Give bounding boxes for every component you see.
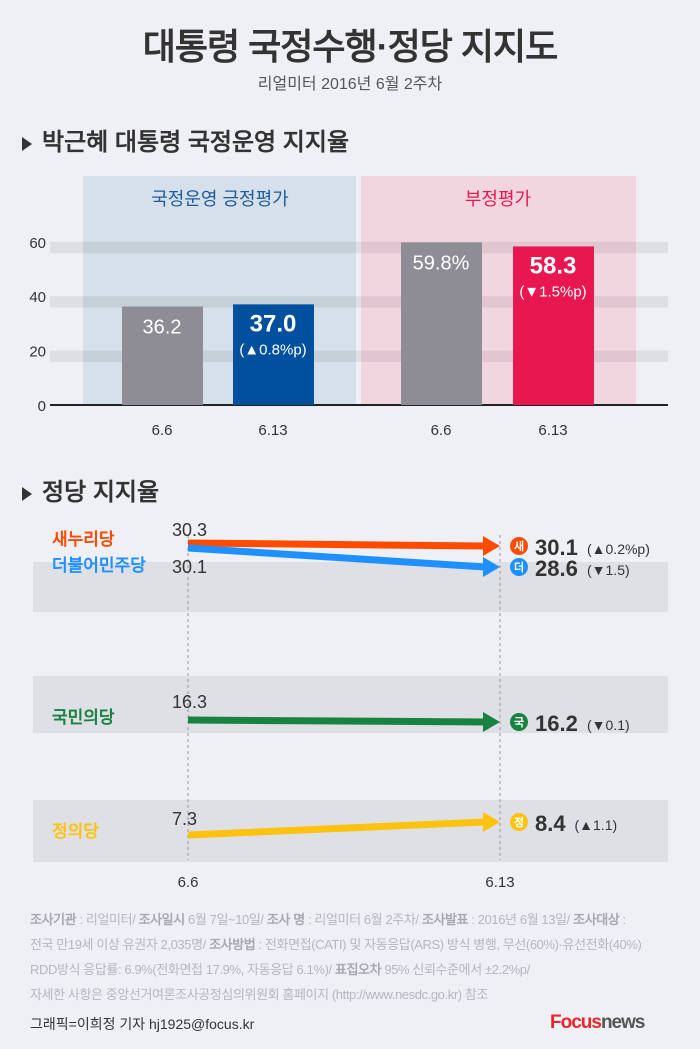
- change-label: (▲0.2%p): [587, 541, 650, 557]
- bar: [401, 242, 482, 405]
- section-title-text: 박근혜 대통령 국정운영 지지율: [42, 129, 350, 156]
- start-value: 7.3: [172, 809, 197, 829]
- party-badge: [510, 713, 528, 731]
- trend-line: [187, 544, 486, 571]
- trend-line: [187, 539, 486, 550]
- note-line: 자세한 사항은 중앙선거여론조사공정심의위원회 홈페이지 (http://www…: [30, 982, 641, 1007]
- end-value: 30.1: [535, 535, 578, 560]
- change-label: (▲1.1): [575, 817, 618, 833]
- bar-change-label: (▼1.5%p): [519, 283, 586, 300]
- grid-band: [50, 241, 668, 254]
- note-line: 전국 만19세 이상 유권자 2,035명/ 조사방법 : 전화면접(CATI)…: [30, 932, 642, 957]
- arrow-head-icon: [483, 536, 500, 556]
- row-band: [33, 562, 668, 612]
- focusnews-logo: Focusnews: [550, 1012, 645, 1033]
- graphic-credit: 그래픽=이희정 기자 hj1925@focus.kr: [30, 1016, 255, 1032]
- group-label: 국정운영 긍정평가: [151, 189, 288, 209]
- note-text: 95% 신뢰수준에서 ±2.2%p/: [381, 962, 530, 977]
- note-line: 조사기관 : 리얼미터/ 조사일시 6월 7일~10일/ 조사 명 : 리얼미터…: [30, 907, 641, 932]
- group-label: 부정평가: [465, 189, 531, 209]
- arrow-head-icon: [483, 712, 500, 732]
- triangle-bullet-icon: [22, 136, 32, 151]
- party-badge: [510, 813, 528, 831]
- note-label: 표집오차: [334, 962, 382, 977]
- survey-notes: 조사기관 : 리얼미터/ 조사일시 6월 7일~10일/ 조사 명 : 리얼미터…: [30, 907, 642, 1007]
- section-title-president: 박근혜 대통령 국정운영 지지율: [22, 122, 349, 157]
- y-tick-label: 60: [29, 235, 46, 252]
- x-tick-label: 6.13: [258, 422, 287, 439]
- x-tick-label: 6.13: [485, 874, 514, 891]
- party-name: 정의당: [52, 822, 99, 841]
- note-label: 조사방법: [209, 937, 256, 952]
- party-badge-text: 더: [514, 560, 524, 574]
- party-slope-chart: 6.6 6.13 새누리당 30.3 새 30.1 (▲0.2%p) 더불어민주당 30.1 더 2…: [33, 520, 668, 891]
- start-value: 30.1: [172, 557, 207, 577]
- note-label: 조사기관: [30, 912, 77, 927]
- start-value: 16.3: [172, 692, 207, 712]
- party-badge-text: 국: [514, 716, 524, 729]
- change-label: (▼1.5): [587, 562, 630, 578]
- note-text: 6월 7일~10일/: [184, 912, 267, 927]
- note-text: : 리얼미터 6월 2주차/: [304, 912, 422, 927]
- x-tick-label: 6.13: [538, 422, 567, 439]
- section-title-text: 정당 지지율: [42, 479, 160, 506]
- bar-value-label: 58.3: [530, 252, 577, 279]
- arrow-head-icon: [483, 557, 500, 577]
- end-value: 16.2: [535, 711, 578, 736]
- y-tick-label: 40: [29, 289, 46, 306]
- arrow-head-icon: [483, 812, 500, 832]
- page-title: 대통령 국정수행·정당 지지도: [142, 26, 558, 67]
- x-tick-label: 6.6: [431, 422, 452, 439]
- party-name: 더불어민주당: [52, 556, 146, 575]
- note-text: 전국 만19세 이상 유권자 2,035명/: [30, 937, 210, 952]
- note-label: 조사 명: [266, 912, 305, 927]
- bar-value-label: 36.2: [143, 317, 182, 339]
- party-badge-text: 정: [514, 815, 524, 829]
- note-label: 조사일시: [138, 912, 186, 927]
- page-subtitle: 리얼미터 2016년 6월 2주차: [257, 76, 443, 93]
- bar: [513, 246, 594, 405]
- bar-change-label: (▲0.8%p): [239, 341, 306, 358]
- note-label: 조사발표: [421, 912, 469, 927]
- note-text: :: [619, 912, 627, 927]
- bar: [233, 304, 314, 405]
- approval-bar-chart: 0 20 40 60 국정운영 긍정평가 부정평가 36.2 6.6 37.0 (▲0.8%p) 6…: [29, 176, 668, 439]
- party-badge: [510, 558, 528, 576]
- trend-line: [187, 716, 486, 726]
- party-name: 국민의당: [52, 708, 115, 727]
- change-label: (▼0.1): [587, 717, 630, 733]
- party-badge: [510, 537, 528, 555]
- x-tick-label: 6.6: [178, 874, 199, 891]
- bar-value-label: 37.0: [250, 310, 297, 337]
- start-value: 30.3: [172, 520, 207, 540]
- bar-value-label: 59.8%: [413, 252, 470, 274]
- note-text: 자세한 사항은 중앙선거여론조사공정심의위원회 홈페이지 (http://www…: [30, 987, 489, 1002]
- section-title-party: 정당 지지율: [22, 472, 159, 507]
- y-tick-label: 20: [29, 344, 46, 361]
- end-value: 8.4: [535, 811, 566, 836]
- grid-band: [50, 350, 668, 362]
- party-badge-text: 새: [514, 539, 524, 553]
- trend-line: [187, 818, 486, 839]
- x-tick-label: 6.6: [152, 422, 173, 439]
- note-text: RDD방식 응답률: 6.9%(전화면접 17.9%, 자동응답 6.1%)/: [30, 962, 335, 977]
- note-text: : 전화면접(CATI) 및 자동응답(ARS) 방식 병행, 무선(60%)·…: [255, 937, 642, 952]
- note-text: : 2016년 6월 13일/: [468, 912, 574, 927]
- note-line: RDD방식 응답률: 6.9%(전화면접 17.9%, 자동응답 6.1%)/ …: [30, 957, 641, 982]
- bar: [122, 306, 203, 405]
- y-tick-label: 0: [38, 398, 46, 415]
- party-name: 새누리당: [52, 530, 115, 549]
- note-text: : 리얼미터/: [76, 912, 139, 927]
- triangle-bullet-icon: [22, 486, 32, 501]
- grid-band: [50, 296, 668, 308]
- end-value: 28.6: [535, 556, 578, 581]
- note-label: 조사대상: [573, 912, 620, 927]
